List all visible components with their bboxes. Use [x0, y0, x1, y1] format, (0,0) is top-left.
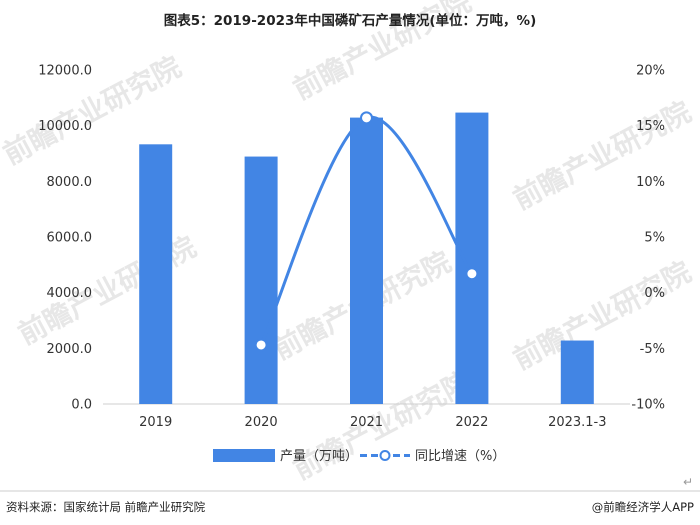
watermarks: 前瞻产业研究院 前瞻产业研究院 前瞻产业研究院 前瞻产业研究院 前瞻产业研究院 … — [0, 0, 696, 486]
bar — [455, 112, 489, 405]
legend: 产量（万吨） 同比增速（%） — [213, 449, 505, 464]
line-point — [465, 267, 479, 281]
bar — [350, 117, 383, 404]
left-tick-label: 4000.0 — [47, 286, 93, 301]
right-tick-label: 15% — [636, 119, 665, 134]
legend-line-label: 同比增速（%） — [415, 449, 505, 464]
right-axis: -10% -5% 0% 5% 10% 15% 20% — [631, 64, 665, 413]
bar-series — [139, 112, 594, 405]
category-label: 2022 — [455, 415, 488, 430]
publisher-credit: @前瞻经济学人APP — [592, 500, 694, 514]
bar — [244, 156, 278, 404]
legend-bar-label: 产量（万吨） — [280, 449, 358, 464]
x-axis-labels: 2019 2020 2021 2022 2023.1-3 — [139, 415, 606, 430]
watermark-3: 前瞻产业研究院 — [508, 95, 697, 216]
chart-title: 图表5：2019-2023年中国磷矿石产量情况(单位：万吨，%) — [164, 12, 537, 29]
left-tick-label: 0.0 — [71, 398, 92, 413]
right-tick-label: -5% — [640, 342, 665, 357]
watermark-6: 前瞻产业研究院 — [508, 255, 697, 376]
line-point — [254, 338, 268, 352]
right-tick-label: -10% — [631, 398, 665, 413]
category-label: 2021 — [350, 415, 383, 430]
right-tick-label: 20% — [636, 64, 665, 79]
legend-line-marker — [379, 450, 391, 461]
category-label: 2023.1-3 — [548, 415, 606, 430]
watermark-4: 前瞻产业研究院 — [13, 230, 202, 351]
category-label: 2019 — [139, 415, 172, 430]
line-point — [360, 111, 373, 125]
category-label: 2020 — [245, 415, 278, 430]
left-tick-label: 2000.0 — [47, 342, 93, 357]
return-icon: ↵ — [683, 475, 693, 489]
source-note: 资料来源：国家统计局 前瞻产业研究院 — [6, 500, 206, 514]
right-tick-label: 5% — [644, 231, 665, 246]
left-tick-label: 12000.0 — [38, 64, 92, 79]
left-tick-label: 8000.0 — [47, 175, 93, 190]
left-tick-label: 6000.0 — [47, 231, 93, 246]
left-tick-label: 10000.0 — [38, 119, 92, 134]
right-tick-label: 0% — [644, 286, 665, 301]
left-axis: 0.0 2000.0 4000.0 6000.0 8000.0 10000.0 12000.… — [38, 64, 92, 413]
line-series — [254, 111, 479, 352]
right-tick-label: 10% — [636, 175, 665, 190]
legend-bar-swatch — [213, 449, 275, 462]
bar — [139, 144, 173, 404]
bar — [560, 340, 594, 404]
